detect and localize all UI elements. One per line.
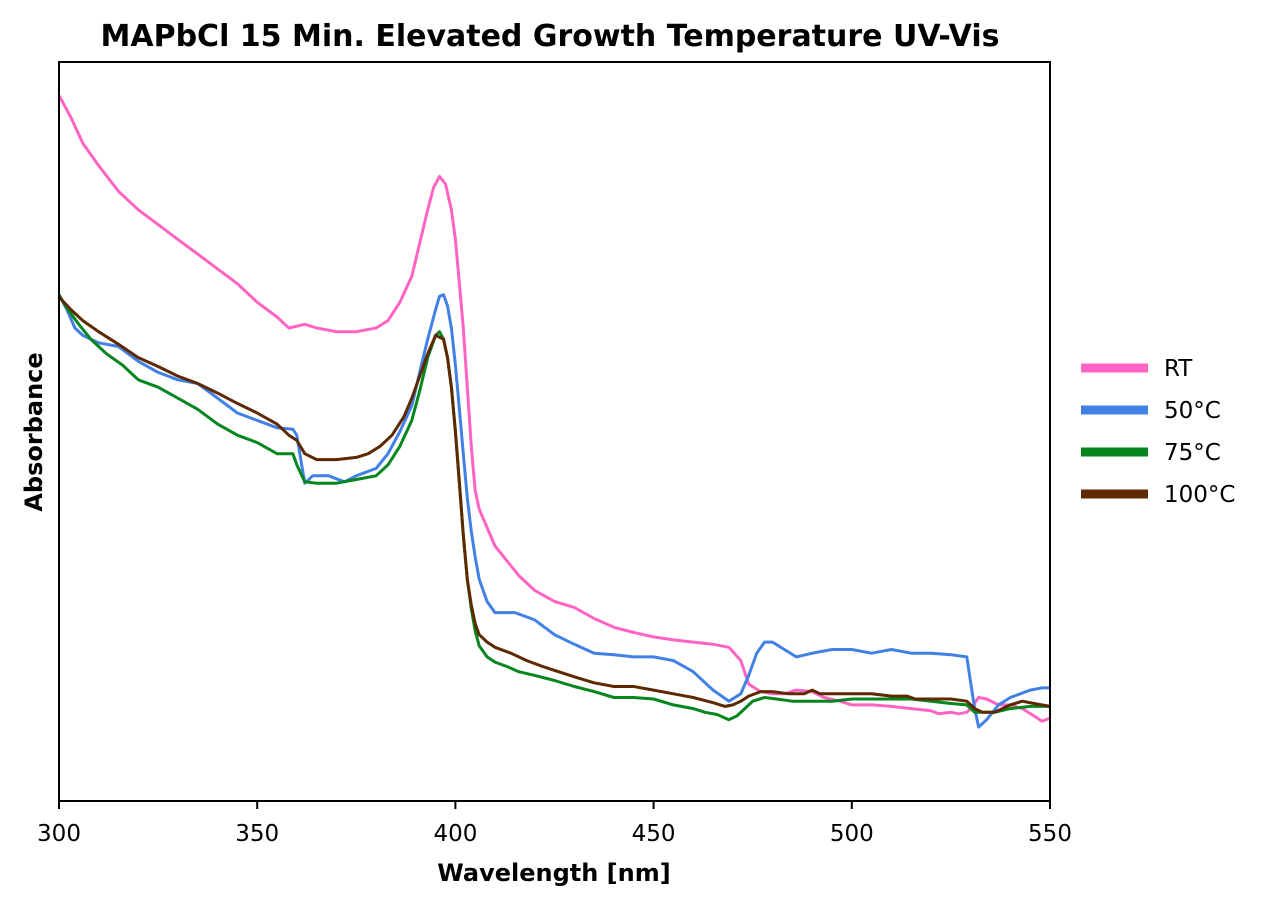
chart-title: MAPbCl 15 Min. Elevated Growth Temperatu… — [101, 19, 1000, 54]
legend-label-2: 75°C — [1164, 440, 1221, 466]
plot-frame — [58, 61, 1051, 802]
x-tick-label-4: 500 — [830, 821, 874, 847]
x-tick-label-2: 400 — [433, 821, 477, 847]
legend: RT 50°C 75°C 100°C — [1081, 356, 1235, 508]
legend-label-3: 100°C — [1164, 482, 1235, 508]
plot-lines — [57, 94, 1051, 729]
x-axis-label: Wavelength [nm] — [437, 859, 670, 887]
series-line-3 — [57, 295, 1051, 714]
x-axis-ticks: 300 350 400 450 500 550 — [37, 801, 1072, 847]
series-line-1 — [57, 293, 1050, 729]
x-tick-label-1: 350 — [235, 821, 279, 847]
x-tick-label-5: 550 — [1028, 821, 1072, 847]
x-tick-label-3: 450 — [632, 821, 676, 847]
legend-label-1: 50°C — [1164, 398, 1221, 424]
series-line-0 — [57, 94, 1051, 723]
y-axis-label: Absorbance — [20, 352, 48, 511]
x-tick-label-0: 300 — [37, 821, 81, 847]
series-line-2 — [57, 294, 1050, 722]
legend-label-0: RT — [1164, 356, 1193, 382]
